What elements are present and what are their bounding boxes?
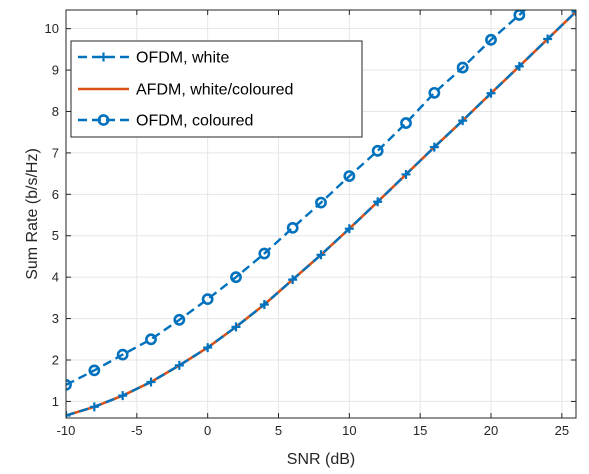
x-tick-label: 0 bbox=[204, 423, 211, 438]
data-point-marker bbox=[231, 322, 241, 332]
data-point-marker bbox=[288, 275, 298, 285]
data-point-marker bbox=[344, 224, 354, 234]
data-point-marker bbox=[118, 391, 128, 401]
data-point-marker bbox=[66, 411, 71, 418]
data-point-marker bbox=[456, 61, 469, 74]
legend-marker bbox=[97, 114, 110, 126]
data-point-marker bbox=[429, 142, 439, 152]
legend-entry: OFDM, coloured bbox=[78, 113, 253, 130]
x-tick-label: 20 bbox=[484, 423, 498, 438]
y-tick-label: 5 bbox=[52, 228, 59, 243]
data-point-marker bbox=[315, 196, 327, 209]
data-point-marker bbox=[116, 348, 129, 361]
data-point-marker bbox=[286, 221, 299, 234]
y-tick-label: 1 bbox=[52, 394, 59, 409]
data-point-marker bbox=[201, 293, 214, 306]
y-tick-label: 3 bbox=[52, 311, 59, 326]
data-point-marker bbox=[145, 333, 157, 346]
data-point-marker bbox=[486, 88, 496, 98]
y-tick-label: 10 bbox=[45, 21, 59, 36]
data-point-marker bbox=[401, 169, 411, 179]
legend: OFDM, white AFDM, white/coloured OFDM, col… bbox=[70, 40, 363, 138]
legend-entry: AFDM, white/coloured bbox=[78, 82, 293, 99]
data-point-marker bbox=[258, 247, 271, 260]
axis-ticks: -10 -5 0 5 10 15 20 25 1 2 3 4 5 6 7 8 9 10 bbox=[45, 10, 576, 438]
legend-label: OFDM, white bbox=[136, 50, 229, 67]
data-point-marker bbox=[173, 313, 186, 326]
y-tick-label: 6 bbox=[52, 187, 59, 202]
data-point-marker bbox=[485, 33, 497, 46]
data-point-marker bbox=[373, 197, 383, 207]
data-point-marker bbox=[230, 271, 242, 284]
x-tick-label: -10 bbox=[57, 423, 76, 438]
x-tick-label: 5 bbox=[275, 423, 282, 438]
series-0 bbox=[66, 10, 576, 418]
x-tick-label: -5 bbox=[131, 423, 143, 438]
data-point-marker bbox=[458, 116, 468, 126]
data-point-marker bbox=[371, 144, 384, 157]
x-axis-title: SNR (dB) bbox=[287, 451, 355, 468]
y-axis-title: Sum Rate (b/s/Hz) bbox=[24, 148, 41, 280]
data-point-marker bbox=[428, 86, 441, 99]
y-tick-label: 7 bbox=[52, 145, 59, 160]
data-point-marker bbox=[203, 343, 213, 353]
data-point-marker bbox=[571, 10, 576, 17]
legend-entry: OFDM, white bbox=[78, 50, 229, 67]
x-tick-label: 10 bbox=[342, 423, 356, 438]
y-tick-label: 4 bbox=[52, 270, 59, 285]
y-tick-label: 2 bbox=[52, 353, 59, 368]
data-point-marker bbox=[89, 402, 99, 412]
plot-frame bbox=[65, 9, 577, 419]
data-point-marker bbox=[343, 170, 356, 182]
series-2 bbox=[66, 10, 527, 391]
y-tick-label: 8 bbox=[52, 104, 59, 119]
data-point-marker bbox=[88, 364, 101, 377]
data-point-marker bbox=[146, 377, 156, 387]
y-tick-label: 9 bbox=[52, 63, 59, 78]
series-layer bbox=[66, 10, 576, 418]
legend-marker bbox=[99, 52, 108, 62]
data-point-marker bbox=[316, 250, 326, 260]
data-point-marker bbox=[543, 34, 553, 44]
x-tick-label: 25 bbox=[555, 423, 569, 438]
legend-label: AFDM, white/coloured bbox=[136, 82, 293, 99]
x-tick-label: 15 bbox=[413, 423, 427, 438]
data-point-marker bbox=[400, 117, 412, 129]
data-point-marker bbox=[174, 360, 184, 370]
data-point-marker bbox=[514, 61, 524, 71]
legend-label: OFDM, coloured bbox=[136, 113, 253, 130]
data-point-marker bbox=[259, 300, 269, 310]
